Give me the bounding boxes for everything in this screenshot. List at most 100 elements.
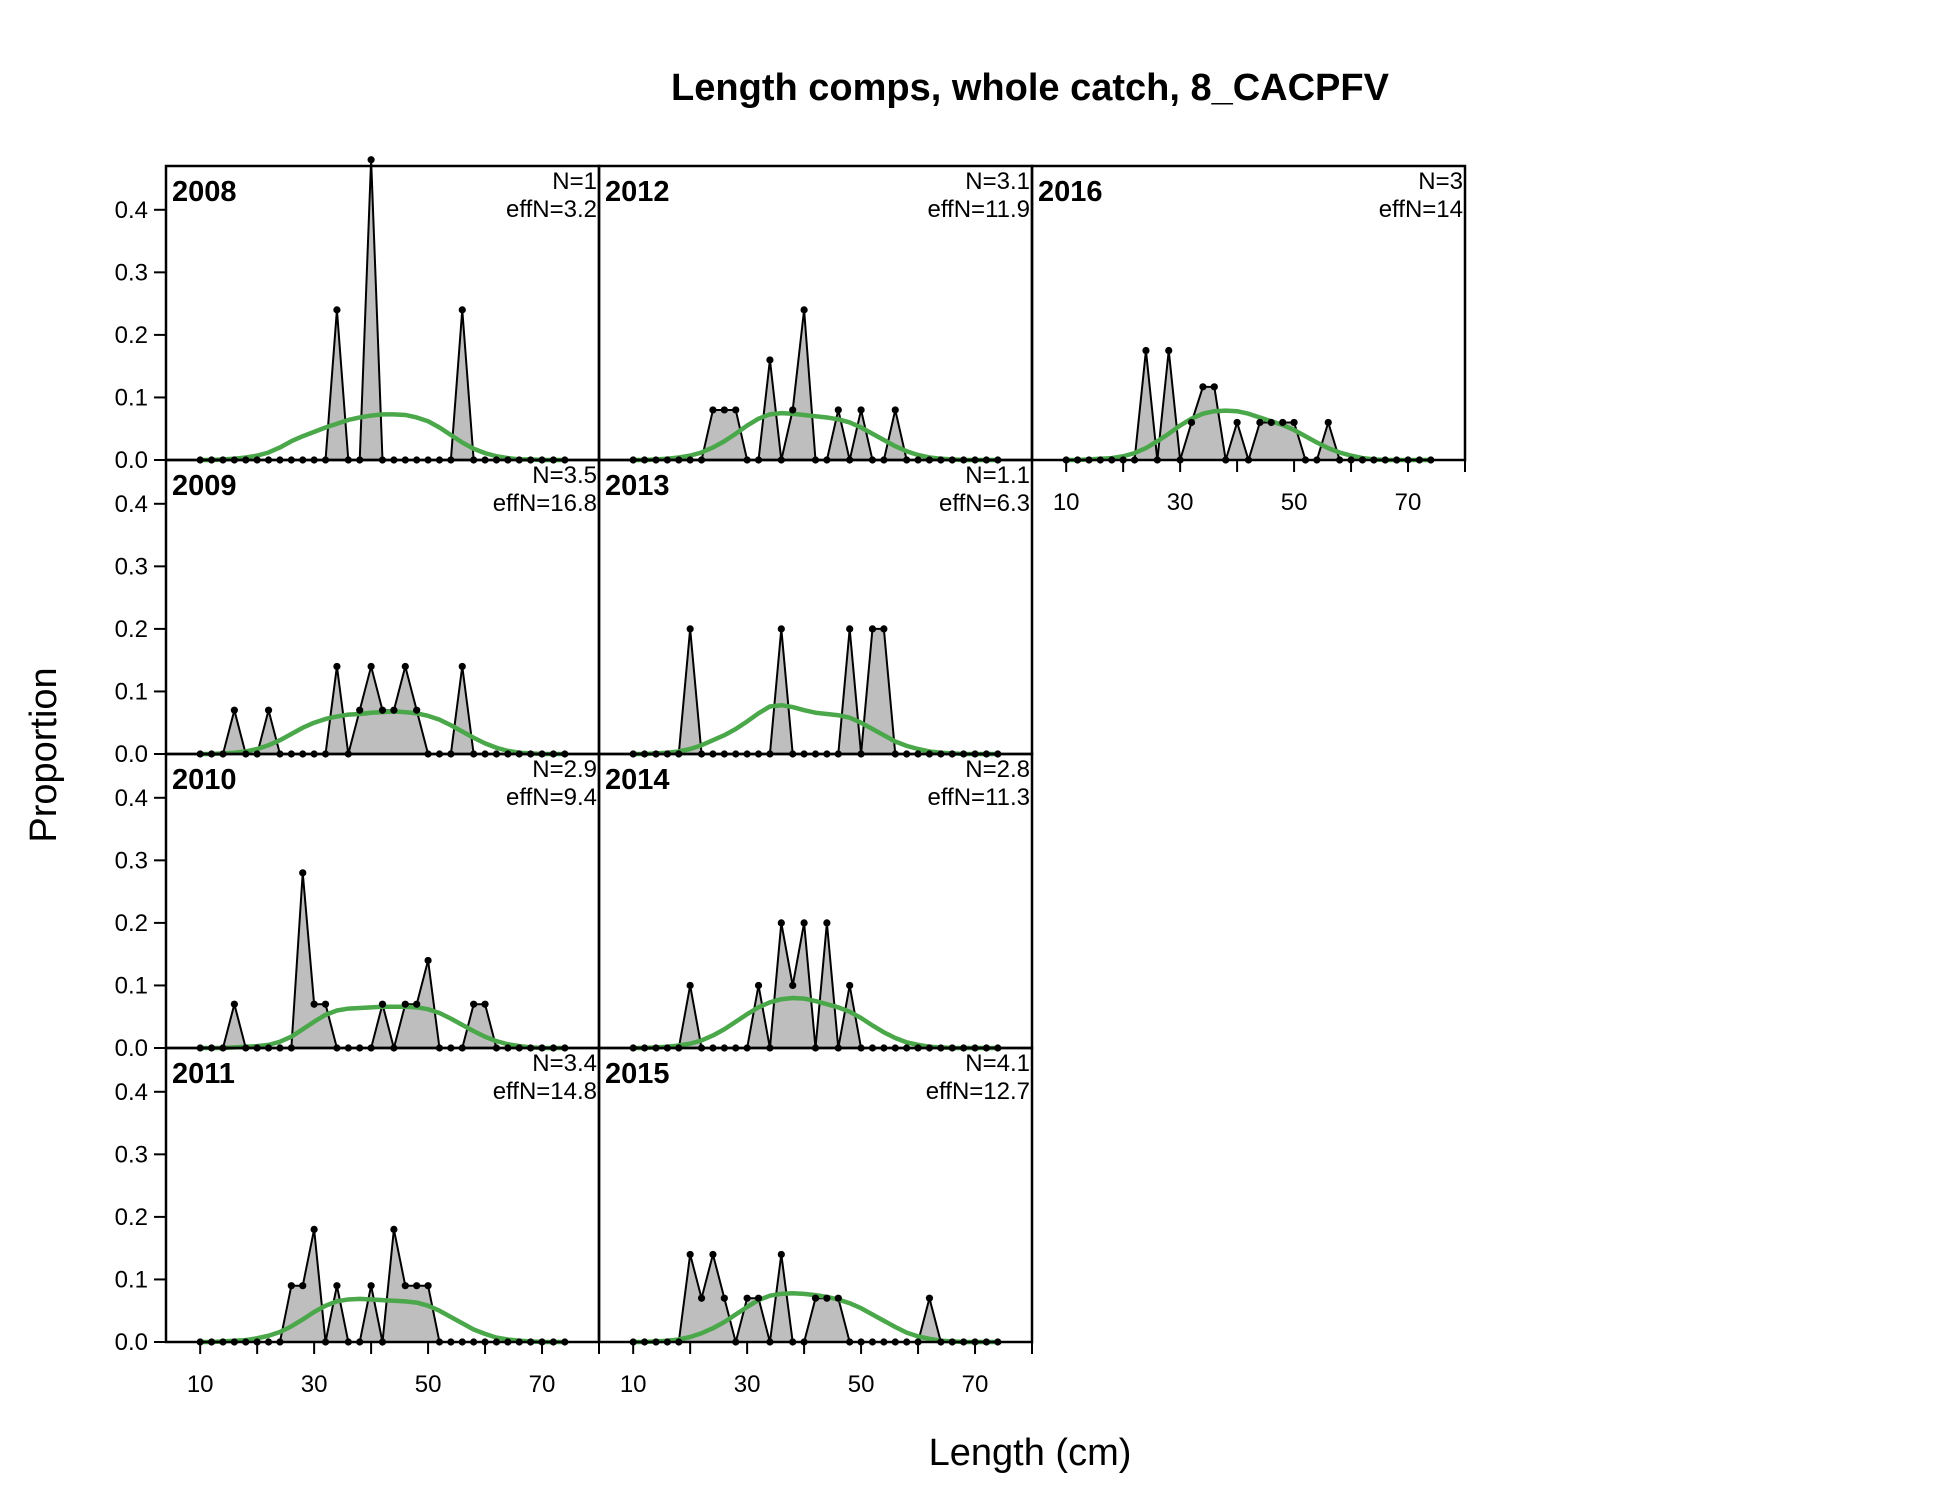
observed-point bbox=[800, 306, 808, 314]
panel-effn-label: effN=14 bbox=[1379, 196, 1463, 223]
observed-point bbox=[686, 625, 694, 633]
observed-point bbox=[424, 1282, 432, 1290]
observed-point bbox=[846, 625, 854, 633]
y-tick-label: 0.3 bbox=[115, 553, 148, 580]
observed-point bbox=[709, 406, 717, 414]
y-tick-label: 0.4 bbox=[115, 785, 148, 812]
panel-year-label: 2013 bbox=[605, 470, 670, 502]
expected-line bbox=[633, 702, 998, 757]
x-tick-label: 10 bbox=[187, 1371, 214, 1398]
observed-point bbox=[1290, 418, 1298, 427]
y-tick-label: 0.1 bbox=[115, 1266, 148, 1293]
panel-n-label: N=1 bbox=[552, 168, 597, 195]
y-tick-label: 0.3 bbox=[115, 847, 148, 874]
y-tick-label: 0.0 bbox=[115, 741, 148, 768]
y-tick-label: 0.1 bbox=[115, 384, 148, 411]
x-tick-label: 70 bbox=[1395, 489, 1422, 516]
observed-point bbox=[868, 625, 877, 633]
x-tick-label: 10 bbox=[1053, 489, 1080, 516]
observed-point bbox=[356, 706, 364, 714]
observed-point bbox=[789, 406, 797, 414]
observed-point bbox=[1256, 418, 1264, 427]
x-tick-label: 30 bbox=[301, 1371, 328, 1398]
observed-point bbox=[800, 919, 808, 927]
observed-point bbox=[367, 662, 375, 671]
observed-point bbox=[367, 156, 375, 164]
observed-point bbox=[1279, 418, 1287, 427]
panel-n-label: N=3 bbox=[1418, 168, 1463, 195]
y-tick-label: 0.0 bbox=[115, 1035, 148, 1062]
panel-year-label: 2014 bbox=[605, 764, 670, 796]
observed-point bbox=[1210, 383, 1218, 391]
observed-point bbox=[310, 1000, 318, 1008]
panel-year-label: 2016 bbox=[1038, 176, 1103, 208]
observed-point bbox=[754, 981, 763, 990]
panel-n-label: N=3.5 bbox=[532, 462, 597, 489]
observed-point bbox=[230, 706, 238, 714]
panel-effn-label: effN=9.4 bbox=[506, 784, 597, 811]
panel-n-label: N=3.4 bbox=[532, 1050, 597, 1077]
x-tick-label: 50 bbox=[1281, 489, 1308, 516]
observed-point bbox=[333, 306, 341, 314]
observed-point bbox=[424, 956, 432, 965]
observed-point bbox=[709, 1250, 717, 1259]
x-tick-label: 50 bbox=[415, 1371, 442, 1398]
observed-point bbox=[310, 1225, 318, 1234]
panel-effn-label: effN=14.8 bbox=[493, 1078, 597, 1105]
x-tick-label: 10 bbox=[620, 1371, 647, 1398]
panel-n-label: N=2.9 bbox=[532, 756, 597, 783]
x-axis-title: Length (cm) bbox=[929, 1432, 1132, 1474]
observed-point bbox=[458, 662, 466, 671]
observed-point bbox=[230, 1000, 238, 1008]
observed-point bbox=[1142, 346, 1150, 355]
observed-point bbox=[732, 406, 740, 414]
observed-point bbox=[789, 981, 797, 990]
panel-n-label: N=4.1 bbox=[965, 1050, 1030, 1077]
panel-effn-label: effN=11.9 bbox=[927, 196, 1030, 223]
observed-point bbox=[743, 1294, 751, 1302]
observed-point bbox=[299, 1282, 307, 1290]
observed-point bbox=[401, 1000, 409, 1008]
y-tick-label: 0.0 bbox=[115, 447, 148, 474]
observed-point bbox=[766, 356, 774, 364]
observed-point bbox=[1267, 418, 1275, 427]
y-tick-label: 0.2 bbox=[115, 910, 148, 937]
observed-point bbox=[413, 1000, 421, 1008]
observed-point bbox=[686, 981, 694, 990]
observed-point bbox=[811, 1294, 820, 1302]
panel-n-label: N=2.8 bbox=[965, 756, 1030, 783]
observed-point bbox=[333, 662, 341, 671]
observed-point bbox=[777, 625, 785, 633]
observed-point bbox=[720, 1294, 728, 1302]
observed-point bbox=[891, 406, 899, 414]
observed-point bbox=[1233, 418, 1241, 427]
observed-point bbox=[823, 919, 831, 927]
y-tick-label: 0.1 bbox=[115, 972, 148, 999]
panel-effn-label: effN=11.3 bbox=[927, 784, 1030, 811]
y-tick-label: 0.3 bbox=[115, 1141, 148, 1168]
expected-line bbox=[200, 412, 565, 463]
x-tick-label: 70 bbox=[529, 1371, 556, 1398]
y-tick-label: 0.2 bbox=[115, 322, 148, 349]
observed-point bbox=[264, 706, 273, 714]
observed-point bbox=[413, 1282, 421, 1290]
panel-year-label: 2010 bbox=[172, 764, 237, 796]
observed-point bbox=[925, 1294, 934, 1302]
observed-point bbox=[686, 1250, 694, 1259]
observed-point bbox=[287, 1282, 295, 1290]
observed-point bbox=[401, 1282, 409, 1290]
observed-point bbox=[1199, 383, 1207, 391]
panel-n-label: N=1.1 bbox=[965, 462, 1030, 489]
observed-point bbox=[846, 981, 854, 990]
x-tick-label: 70 bbox=[962, 1371, 989, 1398]
expected-line bbox=[633, 410, 998, 463]
observed-area bbox=[633, 309, 998, 460]
expected-line bbox=[200, 1296, 565, 1345]
observed-point bbox=[458, 306, 466, 314]
observed-point bbox=[333, 1282, 341, 1290]
